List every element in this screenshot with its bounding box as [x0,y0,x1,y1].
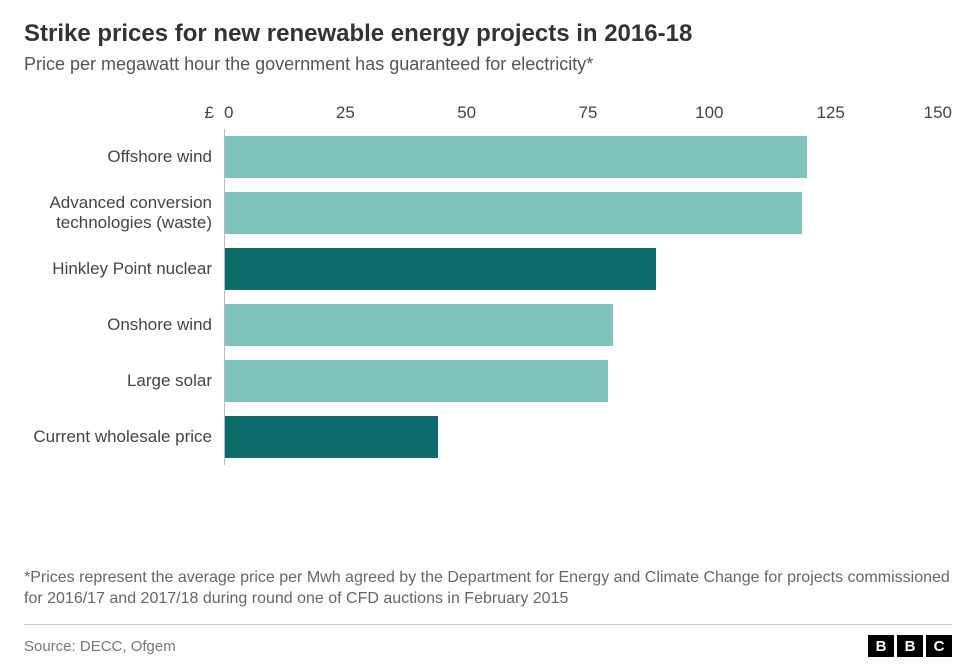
bar-track [224,129,952,185]
bar [225,360,608,402]
bar-row: Large solar [24,353,952,409]
bar-track [224,409,952,465]
bar-track [224,185,952,241]
chart-subtitle: Price per megawatt hour the government h… [24,54,952,75]
bbc-logo: B B C [868,635,952,657]
x-tick: 25 [336,103,355,123]
bbc-logo-c: C [926,635,952,657]
bar-label: Onshore wind [24,315,224,335]
bbc-logo-b2: B [897,635,923,657]
x-tick: 125 [816,103,844,123]
bar-row: Onshore wind [24,297,952,353]
x-tick: 100 [695,103,723,123]
source-text: Source: DECC, Ofgem [24,638,176,655]
bar-row: Hinkley Point nuclear [24,241,952,297]
x-tick: 150 [924,103,952,123]
bar-track [224,353,952,409]
bar [225,248,656,290]
bbc-logo-b1: B [868,635,894,657]
bar-label: Hinkley Point nuclear [24,259,224,279]
bar-track [224,241,952,297]
x-tick: 50 [457,103,476,123]
bars-region: Offshore wind Advanced conversion technol… [24,129,952,465]
bar-label: Current wholesale price [24,427,224,447]
bar [225,416,438,458]
footnote: *Prices represent the average price per … [24,567,952,610]
x-tick: 0 [224,103,233,123]
bar-row: Current wholesale price [24,409,952,465]
chart-title: Strike prices for new renewable energy p… [24,20,952,48]
bar [225,192,802,234]
currency-symbol: £ [205,103,224,123]
bar [225,136,807,178]
bar-label: Offshore wind [24,147,224,167]
x-tick: 75 [579,103,598,123]
bar-track [224,297,952,353]
chart-area: £ 0 25 50 75 100 125 150 Offshore wind Advanced… [24,99,952,543]
bar-label: Large solar [24,371,224,391]
footer: Source: DECC, Ofgem B B C [24,624,952,657]
bar [225,304,613,346]
bar-row: Offshore wind [24,129,952,185]
bar-row: Advanced conversion technologies (waste) [24,185,952,241]
x-axis: £ 0 25 50 75 100 125 150 [24,99,952,129]
bar-label: Advanced conversion technologies (waste) [24,193,224,232]
